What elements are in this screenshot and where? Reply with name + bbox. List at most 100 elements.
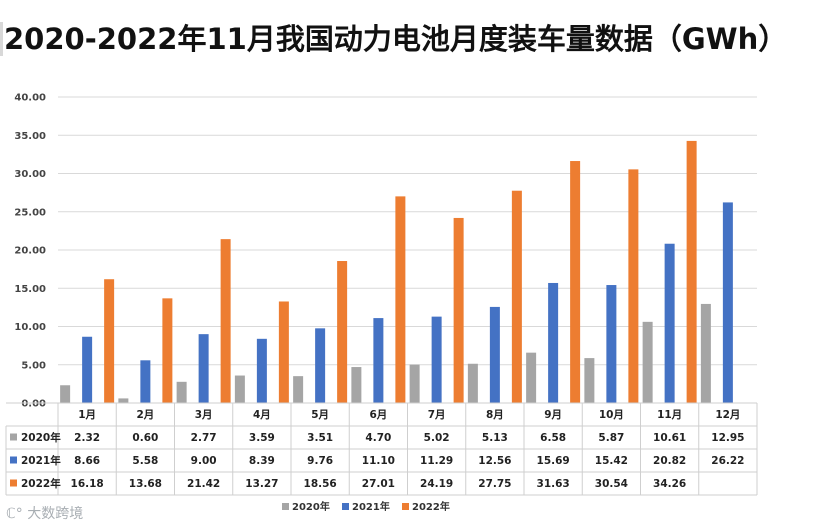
data-label: 8.66 xyxy=(74,455,100,467)
data-label: 30.54 xyxy=(595,478,628,490)
bar-2021年 xyxy=(722,202,733,403)
legend-swatch xyxy=(282,503,289,510)
x-tick-label: 3月 xyxy=(195,409,213,421)
bar-2020年 xyxy=(467,363,478,403)
legend-label: 2021年 xyxy=(352,500,390,513)
data-label: 6.58 xyxy=(540,432,566,444)
data-label: 24.19 xyxy=(420,478,453,490)
bar-2020年 xyxy=(351,367,362,403)
x-tick-label: 8月 xyxy=(486,409,504,421)
bar-2021年 xyxy=(606,285,617,403)
bar-2022年 xyxy=(628,169,639,403)
series-name: 2022年 xyxy=(21,477,61,490)
bar-2021年 xyxy=(664,243,675,403)
bar-2021年 xyxy=(198,334,209,403)
bar-2021年 xyxy=(489,306,500,403)
x-tick-label: 6月 xyxy=(369,409,387,421)
data-label: 9.00 xyxy=(191,455,217,467)
data-label: 2.32 xyxy=(74,432,100,444)
data-label: 12.56 xyxy=(478,455,511,467)
bar-2020年 xyxy=(234,375,245,403)
data-label: 10.61 xyxy=(653,432,686,444)
legend-swatch xyxy=(402,503,409,510)
series-swatch xyxy=(10,456,17,464)
data-label: 5.58 xyxy=(132,455,158,467)
data-label: 5.13 xyxy=(482,432,508,444)
title-accent-bar xyxy=(0,22,3,56)
bar-2020年 xyxy=(60,385,71,403)
data-label: 18.56 xyxy=(304,478,337,490)
y-tick-label: 35.00 xyxy=(14,131,46,142)
data-label: 27.75 xyxy=(478,478,511,490)
data-label: 15.69 xyxy=(537,455,570,467)
watermark-text: 大数跨境 xyxy=(27,506,84,522)
series-swatch xyxy=(10,433,17,441)
bar-2022年 xyxy=(220,239,231,403)
bar-2020年 xyxy=(409,364,420,403)
bar-2022年 xyxy=(570,161,581,403)
bar-2020年 xyxy=(176,381,187,403)
bar-2022年 xyxy=(395,196,406,403)
bar-2022年 xyxy=(278,301,289,403)
x-tick-label: 1月 xyxy=(78,409,96,421)
bar-2020年 xyxy=(526,352,537,403)
watermark-logo-icon: ℂ° xyxy=(6,506,23,522)
data-label: 4.70 xyxy=(365,432,391,444)
y-tick-label: 20.00 xyxy=(14,246,46,257)
bar-2022年 xyxy=(104,279,115,403)
bar-2021年 xyxy=(548,282,559,403)
data-label: 3.59 xyxy=(249,432,275,444)
data-label: 31.63 xyxy=(537,478,570,490)
data-label: 34.26 xyxy=(653,478,686,490)
data-label: 12.95 xyxy=(711,432,744,444)
bar-2020年 xyxy=(293,376,304,403)
bar-2022年 xyxy=(162,298,173,403)
bar-2021年 xyxy=(373,318,384,403)
bar-2020年 xyxy=(584,358,595,403)
data-label: 5.87 xyxy=(598,432,624,444)
bar-2020年 xyxy=(642,321,653,403)
data-label: 11.10 xyxy=(362,455,395,467)
x-tick-label: 4月 xyxy=(253,409,271,421)
series-name: 2020年 xyxy=(21,431,61,444)
chart-title: 2020-2022年11月我国动力电池月度装车量数据（GWh） xyxy=(4,22,788,56)
bar-2022年 xyxy=(511,190,522,403)
x-tick-label: 2月 xyxy=(136,409,154,421)
data-label: 13.68 xyxy=(129,478,162,490)
data-label: 26.22 xyxy=(711,455,744,467)
y-tick-label: 5.00 xyxy=(21,360,46,371)
data-label: 0.60 xyxy=(132,432,158,444)
y-tick-label: 25.00 xyxy=(14,207,46,218)
bar-2021年 xyxy=(140,360,151,403)
x-tick-label: 11月 xyxy=(657,409,682,421)
legend-label: 2020年 xyxy=(292,500,330,513)
data-label: 2.77 xyxy=(191,432,217,444)
data-label: 27.01 xyxy=(362,478,395,490)
x-tick-label: 9月 xyxy=(544,409,562,421)
data-label: 5.02 xyxy=(424,432,450,444)
data-label: 9.76 xyxy=(307,455,333,467)
data-label: 13.27 xyxy=(245,478,278,490)
watermark: ℂ° 大数跨境 xyxy=(6,503,83,523)
legend-swatch xyxy=(342,503,349,510)
x-tick-label: 7月 xyxy=(428,409,446,421)
bar-2021年 xyxy=(431,316,442,403)
bar-2021年 xyxy=(256,338,267,403)
data-label: 16.18 xyxy=(71,478,104,490)
x-tick-label: 12月 xyxy=(715,409,740,421)
series-swatch xyxy=(10,479,17,487)
data-label: 15.42 xyxy=(595,455,628,467)
legend-label: 2022年 xyxy=(412,500,450,513)
y-tick-label: 15.00 xyxy=(14,284,46,295)
series-name: 2021年 xyxy=(21,454,61,467)
y-tick-label: 30.00 xyxy=(14,169,46,180)
bar-2021年 xyxy=(82,336,93,403)
bar-2022年 xyxy=(453,217,464,403)
bar-2021年 xyxy=(315,328,326,403)
bar-2020年 xyxy=(118,398,129,403)
data-label: 3.51 xyxy=(307,432,333,444)
x-tick-label: 10月 xyxy=(599,409,624,421)
data-label: 21.42 xyxy=(187,478,220,490)
y-tick-label: 10.00 xyxy=(14,322,46,333)
